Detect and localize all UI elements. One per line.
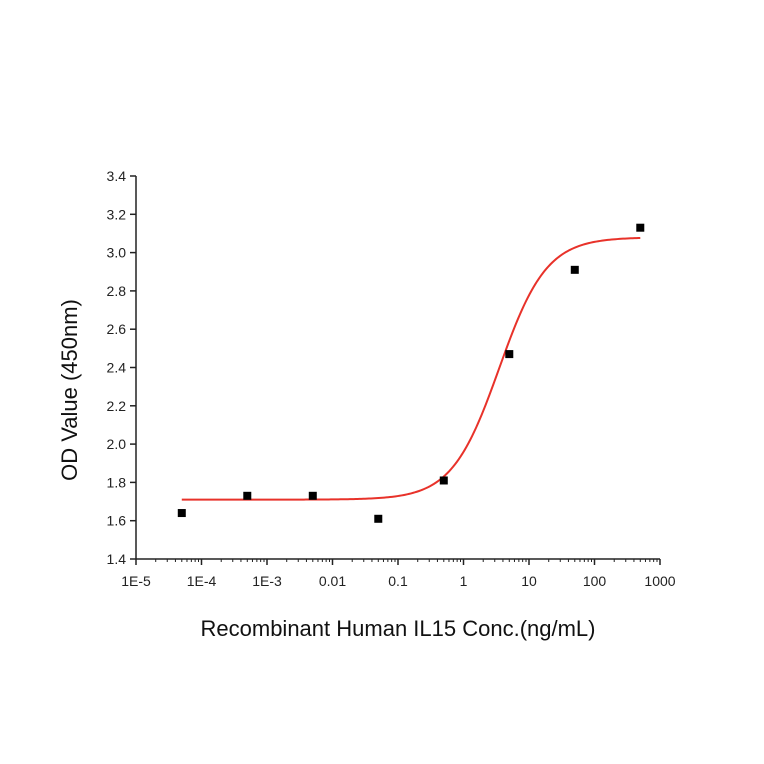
data-point bbox=[177, 509, 186, 518]
y-tick-label: 2.4 bbox=[107, 360, 127, 376]
data-points-layer bbox=[177, 223, 645, 523]
x-tick-label: 0.1 bbox=[388, 573, 408, 589]
data-point bbox=[439, 476, 448, 485]
y-tick-label: 1.6 bbox=[107, 513, 127, 529]
data-point bbox=[243, 491, 252, 500]
y-tick-label: 1.4 bbox=[107, 551, 127, 567]
y-tick-label: 2.0 bbox=[107, 436, 127, 452]
fit-curve-line bbox=[181, 236, 641, 501]
data-point bbox=[505, 350, 514, 359]
x-tick-label: 1E-3 bbox=[252, 573, 282, 589]
data-point bbox=[308, 491, 317, 500]
x-tick-label: 1000 bbox=[644, 573, 675, 589]
y-tick-label: 2.2 bbox=[107, 398, 127, 414]
fit-curve-layer bbox=[181, 236, 641, 501]
y-tick-label: 1.8 bbox=[107, 474, 127, 490]
x-tick-label: 10 bbox=[521, 573, 537, 589]
data-point bbox=[374, 514, 383, 523]
y-tick-label: 3.4 bbox=[107, 168, 127, 184]
x-axis-title: Recombinant Human IL15 Conc.(ng/mL) bbox=[201, 616, 596, 641]
x-tick-label: 0.01 bbox=[319, 573, 346, 589]
data-point bbox=[570, 265, 579, 274]
data-point bbox=[636, 223, 645, 232]
y-ticks: 1.4 1.6 1.8 2.0 2.2 2.4 2.6 2.8 3.0 3.2 3.4 bbox=[107, 168, 136, 567]
y-tick-label: 2.6 bbox=[107, 321, 127, 337]
y-tick-label: 3.2 bbox=[107, 206, 127, 222]
x-ticks: 1E-5 1E-4 1E-3 0.01 0.1 1 10 100 1000 bbox=[121, 559, 676, 589]
x-tick-label: 1E-5 bbox=[121, 573, 151, 589]
y-axis-title: OD Value (450nm) bbox=[57, 299, 82, 481]
x-tick-label: 100 bbox=[583, 573, 607, 589]
x-tick-label: 1E-4 bbox=[187, 573, 217, 589]
y-tick-label: 3.0 bbox=[107, 245, 127, 261]
y-tick-label: 2.8 bbox=[107, 283, 127, 299]
x-tick-label: 1 bbox=[460, 573, 468, 589]
axes bbox=[135, 176, 660, 560]
